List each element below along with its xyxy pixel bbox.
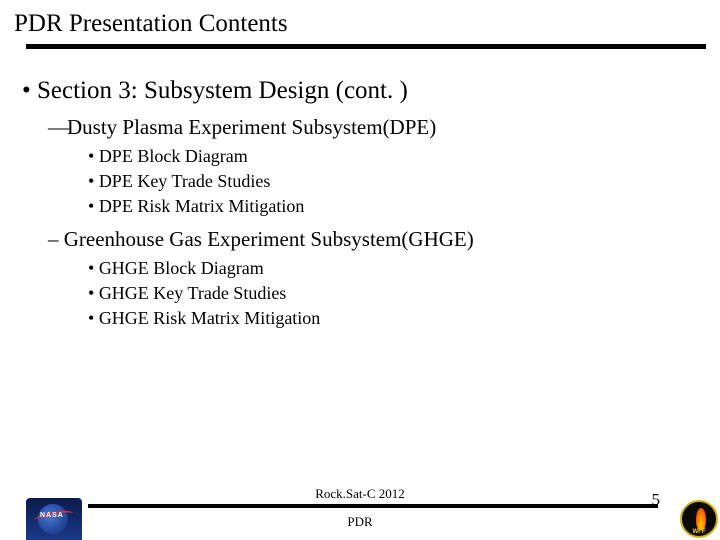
subsection-0-items: DPE Block Diagram DPE Key Trade Studies … [14,146,720,217]
subsection-0: Dusty Plasma Experiment Subsystem(DPE) [14,115,720,140]
wff-logo-icon: WFF [678,498,720,540]
nasa-logo-icon: NASA [26,498,82,540]
list-item: DPE Key Trade Studies [14,171,720,192]
wff-logo-text: WFF [682,529,716,535]
slide-title: PDR Presentation Contents [0,0,720,44]
footer-line1: Rock.Sat-C 2012 [0,486,720,502]
footer-line2: PDR [0,514,720,530]
list-item: GHGE Key Trade Studies [14,283,720,304]
section-heading: Section 3: Subsystem Design (cont. ) [14,77,720,105]
page-number: 5 [652,490,661,510]
slide-content: Section 3: Subsystem Design (cont. ) Dus… [0,49,720,329]
slide-footer: Rock.Sat-C 2012 PDR 5 NASA WFF [0,484,720,540]
subsection-1-items: GHGE Block Diagram GHGE Key Trade Studie… [14,258,720,329]
list-item: GHGE Risk Matrix Mitigation [14,308,720,329]
list-item: DPE Block Diagram [14,146,720,167]
footer-rule [88,504,658,508]
nasa-logo-text: NASA [40,512,64,519]
subsection-1: Greenhouse Gas Experiment Subsystem(GHGE… [14,227,720,252]
list-item: DPE Risk Matrix Mitigation [14,196,720,217]
list-item: GHGE Block Diagram [14,258,720,279]
